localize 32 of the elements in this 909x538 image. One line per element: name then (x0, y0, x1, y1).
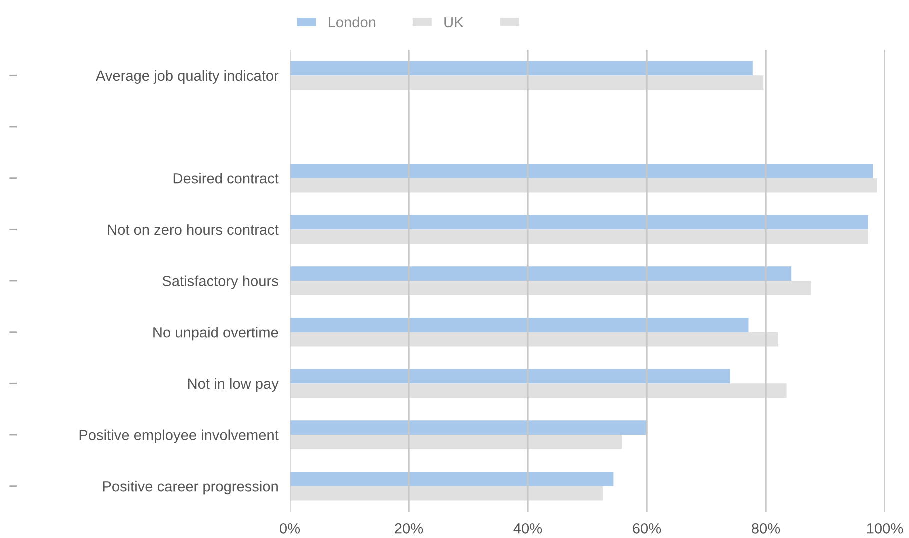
y-tick-label: Satisfactory hours (162, 276, 278, 290)
y-tick-label: No unpaid overtime (154, 327, 278, 341)
bar (290, 369, 730, 384)
bar (290, 76, 764, 90)
bar (290, 486, 603, 501)
bar (290, 164, 874, 178)
bar (290, 266, 792, 281)
bar (290, 61, 753, 76)
bar (290, 230, 868, 244)
y-tick-label: Average job quality indicator (96, 70, 279, 84)
bar (290, 281, 812, 296)
bar (290, 178, 878, 193)
x-tick-label: 80% (752, 523, 780, 534)
bar (290, 332, 778, 347)
legend-label: London (328, 16, 376, 28)
bar (290, 215, 868, 230)
bar (290, 318, 749, 332)
bar (290, 420, 648, 435)
legend-label: UK (444, 17, 464, 28)
y-tick-label: Positive career progression (103, 481, 278, 495)
x-tick-label: 100% (867, 523, 904, 534)
y-tick-label: Not on zero hours contract (108, 224, 279, 236)
bar (290, 472, 614, 486)
x-tick-label: 60% (633, 523, 662, 534)
y-tick-label: Not in low pay (188, 378, 279, 392)
bar (290, 435, 622, 450)
y-tick-label: Positive employee involvement (80, 430, 279, 444)
x-tick-label: 20% (395, 523, 424, 534)
y-tick-label: Desired contract (174, 173, 279, 184)
x-tick-label: 40% (514, 523, 542, 534)
x-tick-label: 0% (280, 523, 300, 534)
bar (290, 384, 787, 398)
